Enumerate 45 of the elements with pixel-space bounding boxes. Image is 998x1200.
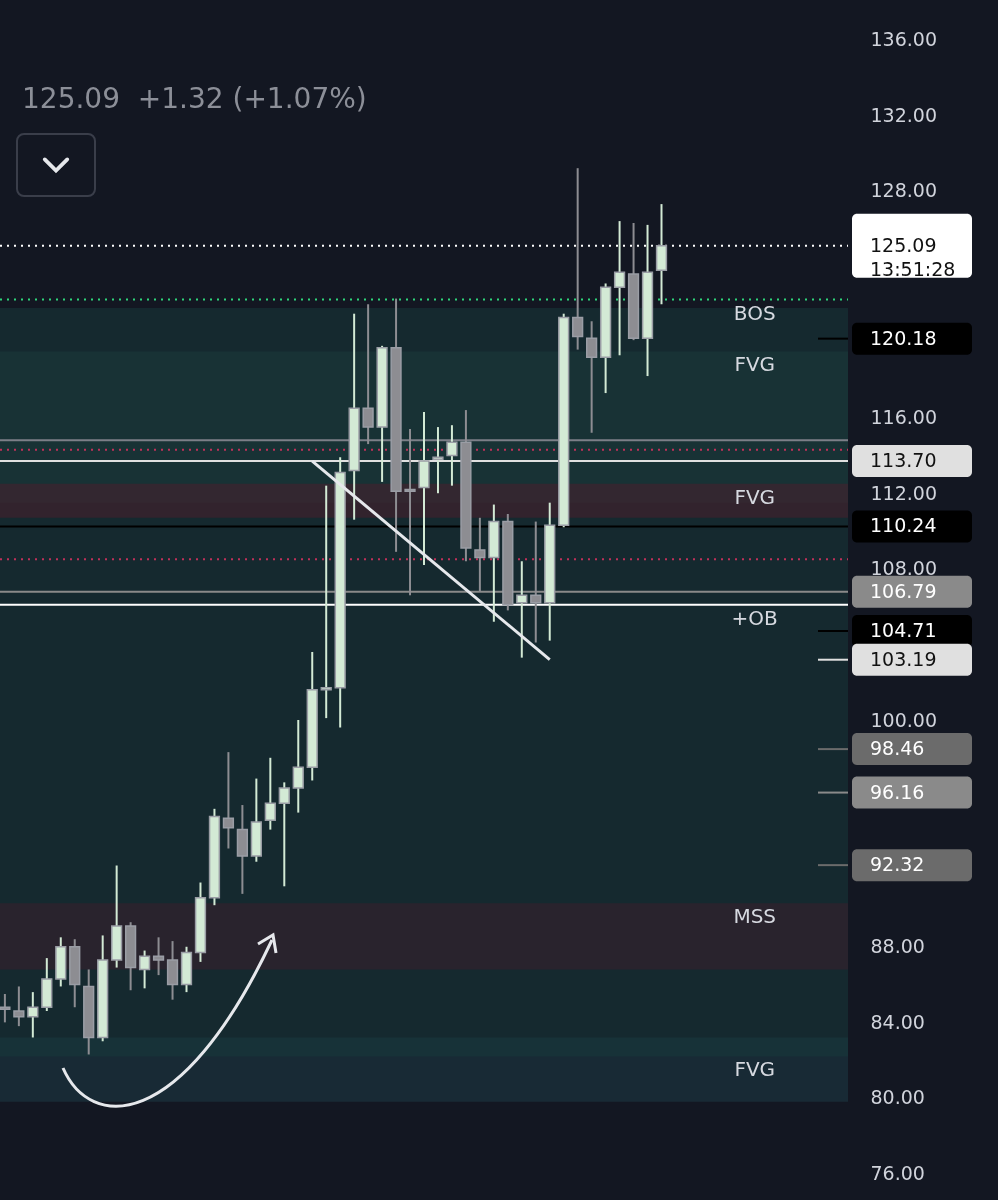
y-tick-label: 88.00 <box>870 935 925 958</box>
candlestick <box>613 220 626 357</box>
y-tick-label: 132.00 <box>870 103 937 126</box>
text: 125.09 +1.32 (+1.07%) <box>22 82 367 115</box>
ref-line-label: 113.70 <box>870 449 937 472</box>
candlestick <box>0 993 11 1024</box>
y-tick-label: 76.00 <box>870 1162 925 1185</box>
candlestick <box>292 719 304 814</box>
candlestick <box>362 303 374 446</box>
y-tick-label: 116.00 <box>870 406 937 429</box>
y-tick-label: 136.00 <box>870 28 937 51</box>
y-tick-label: 80.00 <box>870 1086 925 1109</box>
annotation: FVG <box>734 1057 776 1082</box>
y-tick-label: 108.00 <box>870 557 937 580</box>
ref-line-label: 98.46 <box>870 737 925 760</box>
y-tick-label: 84.00 <box>870 1010 925 1033</box>
candlestick <box>432 426 444 495</box>
y-tick-label: 100.00 <box>870 708 937 731</box>
candlestick <box>320 484 332 720</box>
annotation: FVG <box>734 352 776 377</box>
annotation: MSS <box>733 904 777 929</box>
candlestick <box>586 320 598 434</box>
candlestick <box>264 756 276 831</box>
candlestick <box>27 991 39 1039</box>
ref-line-label: 103.19 <box>870 647 937 670</box>
candlestick <box>446 424 458 487</box>
annotation: +OB <box>731 605 778 630</box>
ref-line-label: 106.79 <box>870 579 937 602</box>
candlestick <box>138 949 151 990</box>
candlestick <box>278 781 290 888</box>
candlestick <box>222 751 235 850</box>
annotation: BOS <box>733 300 776 325</box>
candlestick <box>13 985 25 1028</box>
y-tick-label: 128.00 <box>870 179 937 202</box>
y-tick-label: 112.00 <box>870 481 937 504</box>
candlestick <box>152 936 165 977</box>
ref-line-label: 120.18 <box>870 326 937 349</box>
ref-line-label: 110.24 <box>870 514 937 537</box>
annotation: FVG <box>734 484 776 509</box>
ref-line-label: 92.32 <box>870 853 925 876</box>
candlestick <box>572 167 584 351</box>
ref-line-label: 96.16 <box>870 780 925 803</box>
ref-line-label: 125.09 13:51:28 <box>870 233 956 280</box>
ref-line-label: 104.71 <box>870 618 937 641</box>
candlestick <box>516 560 528 659</box>
